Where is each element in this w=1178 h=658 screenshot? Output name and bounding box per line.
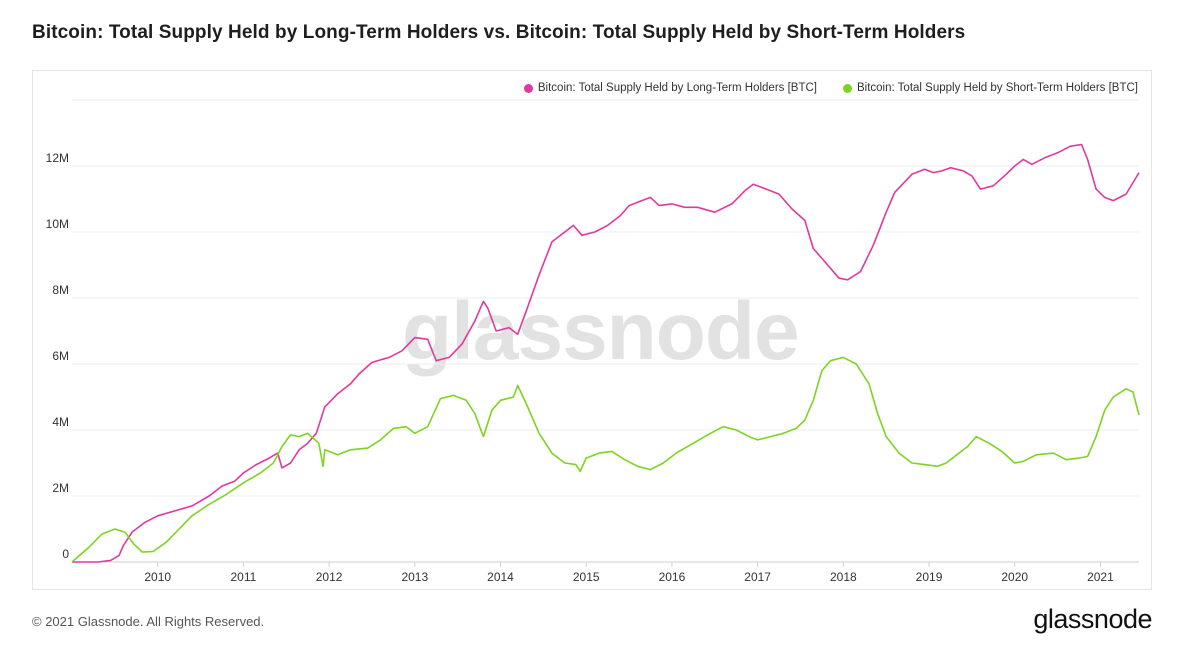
x-tick-label-11: 2021 xyxy=(1087,570,1114,584)
y-tick-label-1: 2M xyxy=(52,481,69,495)
chart-legend[interactable]: Bitcoin: Total Supply Held by Long-Term … xyxy=(523,82,1138,94)
chart-frame xyxy=(32,70,1152,590)
x-tick-label-9: 2019 xyxy=(916,570,943,584)
chart-title: Bitcoin: Total Supply Held by Long-Term … xyxy=(32,22,966,43)
y-tick-label-3: 6M xyxy=(52,349,69,363)
legend-item-long-term-holders[interactable]: Bitcoin: Total Supply Held by Long-Term … xyxy=(523,82,817,94)
x-tick-label-5: 2015 xyxy=(573,570,600,584)
x-tick-label-0: 2010 xyxy=(144,570,171,584)
x-tick-label-7: 2017 xyxy=(744,570,771,584)
y-tick-label-2: 4M xyxy=(52,415,69,429)
series-line-short-term-holders[interactable] xyxy=(71,356,1140,563)
y-tick-label-0: 0 xyxy=(62,547,69,561)
x-tick-label-10: 2020 xyxy=(1001,570,1028,584)
y-tick-label-4: 8M xyxy=(52,283,69,297)
legend-item-short-term-holders[interactable]: Bitcoin: Total Supply Held by Short-Term… xyxy=(842,82,1138,94)
y-tick-label-5: 10M xyxy=(46,217,69,231)
legend-label-long-term: Bitcoin: Total Supply Held by Long-Term … xyxy=(537,82,817,94)
legend-label-short-term: Bitcoin: Total Supply Held by Short-Term… xyxy=(856,82,1138,94)
x-tick-label-2: 2012 xyxy=(316,570,343,584)
legend-dot-long-term xyxy=(523,83,533,93)
copyright-notice: © 2021 Glassnode. All Rights Reserved. xyxy=(32,614,265,629)
x-tick-label-3: 2013 xyxy=(401,570,428,584)
x-tick-label-1: 2011 xyxy=(230,570,256,584)
series-line-long-term-holders[interactable] xyxy=(72,143,1140,563)
x-tick-label-4: 2014 xyxy=(487,570,514,584)
x-tick-label-6: 2016 xyxy=(659,570,686,584)
brand-logo[interactable]: glassnode xyxy=(1033,604,1152,634)
x-tick-label-8: 2018 xyxy=(830,570,857,584)
y-tick-label-6: 12M xyxy=(46,151,69,165)
legend-dot-short-term xyxy=(842,83,852,93)
